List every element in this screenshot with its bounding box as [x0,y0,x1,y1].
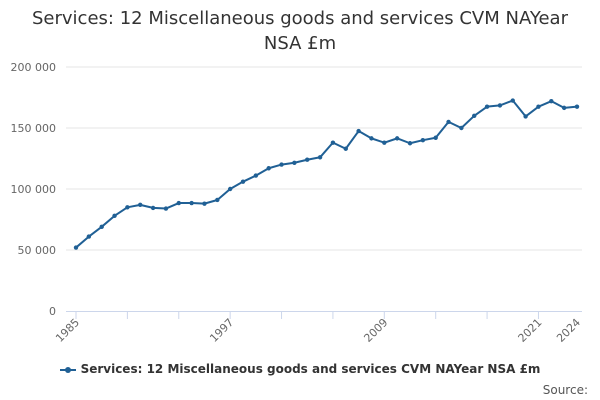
data-point[interactable] [279,162,284,167]
data-point[interactable] [163,206,169,211]
x-tick-label: 2021 [516,316,545,345]
data-point[interactable] [343,146,348,151]
data-point[interactable] [189,200,194,206]
data-point[interactable] [86,234,92,239]
data-point[interactable] [472,113,477,119]
data-point[interactable] [176,200,181,206]
data-point[interactable] [420,138,426,143]
data-point[interactable] [561,105,567,111]
x-tick-label: 1985 [53,316,82,345]
legend[interactable]: Services: 12 Miscellaneous goods and ser… [0,362,600,376]
grid-lines [66,66,582,251]
data-point[interactable] [484,104,490,109]
data-point[interactable] [330,140,336,145]
data-point[interactable] [240,179,246,184]
data-point[interactable] [549,98,554,104]
data-point[interactable] [305,157,310,162]
series-line[interactable] [75,99,578,249]
data-point[interactable] [125,205,130,210]
data-point[interactable] [150,205,156,211]
data-point[interactable] [73,245,79,250]
y-tick-label: 150 000 [11,122,57,135]
y-tick-label: 100 000 [11,183,57,196]
data-point[interactable] [369,136,374,141]
data-point[interactable] [356,128,361,134]
data-point[interactable] [138,202,143,208]
data-point[interactable] [407,141,413,146]
data-point[interactable] [253,173,259,178]
data-point[interactable] [215,197,220,203]
data-point[interactable] [382,140,387,145]
x-tick-label: 2009 [361,316,390,345]
data-point[interactable] [266,166,271,171]
data-point[interactable] [574,104,580,109]
data-point[interactable] [317,155,323,160]
legend-label: Services: 12 Miscellaneous goods and ser… [80,362,541,376]
data-point[interactable] [536,104,541,109]
source-credit[interactable]: Source: [542,383,588,397]
x-axis [66,311,582,319]
y-tick-label: 200 000 [11,61,57,74]
data-point[interactable] [292,160,297,165]
data-point[interactable] [394,136,400,141]
chart-title: Services: 12 Miscellaneous goods and ser… [32,8,568,54]
x-axis-labels: 1985 1997 2009 2021 2024 [53,316,583,345]
legend-line-symbol-icon [59,365,76,375]
data-point[interactable] [202,201,207,206]
x-tick-label: 2024 [554,316,583,345]
series-group [73,98,580,250]
y-tick-label: 50 000 [18,244,57,257]
data-point[interactable] [227,186,233,192]
x-tick-label: 1997 [207,316,236,345]
data-point[interactable] [433,135,438,140]
y-tick-label: 0 [49,305,56,318]
data-point[interactable] [510,98,515,103]
data-point[interactable] [112,213,117,219]
y-axis-labels: 0 50 000 100 000 150 000 200 000 [11,61,57,318]
data-point[interactable] [497,103,503,108]
data-point[interactable] [459,125,464,131]
data-point[interactable] [523,114,528,119]
data-point[interactable] [99,224,104,230]
data-point[interactable] [446,119,451,125]
